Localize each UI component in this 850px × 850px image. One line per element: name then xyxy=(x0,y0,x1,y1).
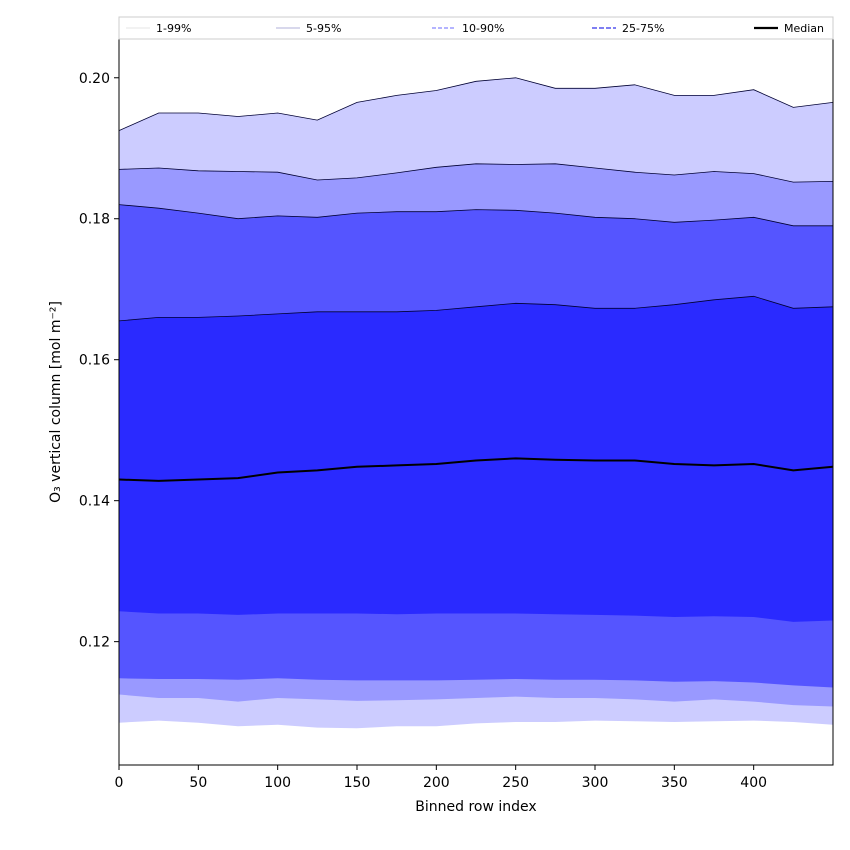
band-upper-edge-25-75pct xyxy=(118,295,834,322)
x-tick-label: 200 xyxy=(423,775,450,791)
y-tick-label: 0.12 xyxy=(79,635,110,651)
x-tick-label: 100 xyxy=(264,775,291,791)
x-tick-label: 0 xyxy=(115,775,124,791)
x-tick-label: 150 xyxy=(344,775,371,791)
y-tick-label: 0.20 xyxy=(79,71,110,87)
y-axis: 0.12 0.14 0.16 0.18 0.20 xyxy=(79,71,119,651)
x-axis: 0 50 100 150 200 250 300 350 400 xyxy=(115,765,767,791)
legend-box xyxy=(118,16,834,40)
x-axis-label: Binned row index xyxy=(415,799,536,815)
band-25-75pct xyxy=(119,296,833,622)
legend-label: 10-90% xyxy=(462,22,504,35)
x-tick-label: 350 xyxy=(661,775,688,791)
band-layer xyxy=(119,77,833,729)
band-upper-edge-5-95pct xyxy=(118,163,834,183)
legend: 1-99% 5-95% 10-90% 25-75% Median xyxy=(118,16,834,40)
series-line-median xyxy=(118,457,834,482)
band-edge-layer xyxy=(118,77,834,322)
x-tick-label: 400 xyxy=(740,775,767,791)
band-upper-edge-1-99pct xyxy=(118,77,834,131)
x-tick-label: 50 xyxy=(189,775,207,791)
y-tick-label: 0.18 xyxy=(79,212,110,228)
legend-label: Median xyxy=(784,22,824,35)
y-tick-label: 0.14 xyxy=(79,494,110,510)
y-tick-label: 0.16 xyxy=(79,353,110,369)
x-tick-label: 300 xyxy=(582,775,609,791)
legend-label: 5-95% xyxy=(306,22,341,35)
band-upper-edge-10-90pct xyxy=(118,204,833,227)
y-axis-label: O₃ vertical column [mol m⁻²] xyxy=(48,301,64,503)
legend-label: 1-99% xyxy=(156,22,191,35)
legend-label: 25-75% xyxy=(622,22,664,35)
x-tick-label: 250 xyxy=(502,775,529,791)
median-layer xyxy=(118,457,834,482)
